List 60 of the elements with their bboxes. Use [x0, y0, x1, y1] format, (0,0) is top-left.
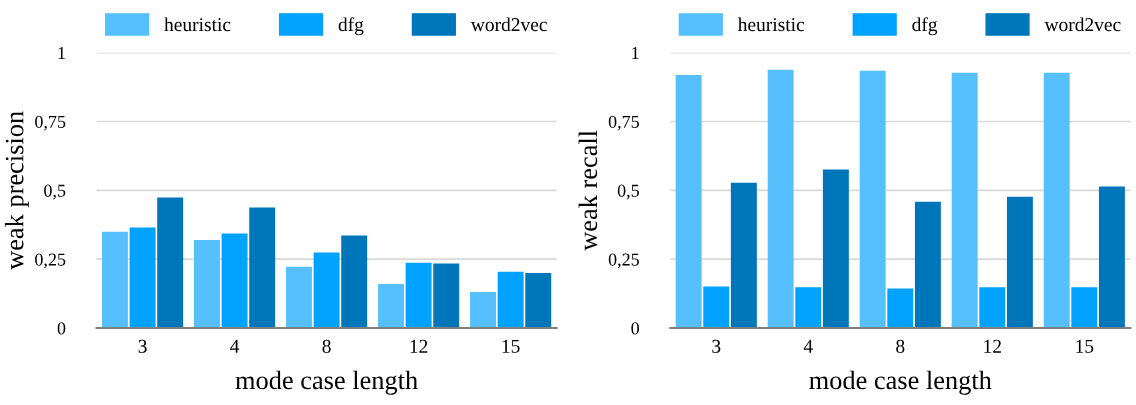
bar: [887, 288, 914, 329]
bar: [129, 227, 156, 329]
bar: [730, 182, 757, 329]
bar: [157, 197, 184, 329]
x-tick-label: 3: [712, 339, 721, 353]
bar: [341, 235, 368, 329]
bar: [101, 231, 128, 329]
legend-label: dfg: [912, 17, 938, 36]
x-axis-title: mode case length: [809, 370, 992, 395]
bar: [1098, 186, 1125, 329]
y-tick-label: 0,25: [608, 253, 639, 269]
legend-label: heuristic: [164, 17, 231, 32]
bar: [497, 271, 524, 329]
bar: [822, 169, 849, 329]
bar: [378, 283, 404, 329]
x-tick-label: 4: [803, 339, 813, 353]
bar: [433, 263, 460, 329]
bar: [979, 287, 1006, 329]
bar: [1006, 196, 1033, 329]
y-tick-label: 0,5: [617, 184, 639, 200]
x-tick-label: 3: [138, 339, 147, 353]
y-tick-label: 0,25: [35, 253, 66, 269]
legend-label: dfg: [338, 17, 364, 36]
bar: [221, 233, 248, 329]
bar: [914, 201, 941, 329]
legend-label: word2vec: [470, 17, 547, 32]
bar: [859, 70, 886, 329]
y-tick-label: 0: [631, 322, 639, 335]
y-tick-label: 1: [632, 46, 639, 59]
bar: [286, 266, 312, 329]
x-axis-title: mode case length: [235, 370, 418, 395]
bar: [951, 72, 978, 329]
bar: [1071, 287, 1098, 329]
bar: [525, 272, 552, 329]
bar: [194, 239, 220, 329]
bar: [767, 69, 794, 329]
bar: [795, 287, 822, 329]
x-tick-label: 8: [896, 339, 905, 353]
x-tick-label: 15: [502, 339, 520, 353]
y-tick-label: 0,75: [608, 115, 639, 131]
bar: [703, 286, 730, 329]
x-tick-label: 12: [984, 339, 1001, 353]
y-tick-label: 0,5: [44, 184, 66, 200]
bar: [249, 207, 276, 329]
x-tick-label: 15: [1076, 339, 1094, 353]
text: heuristic: [737, 17, 805, 32]
y-tick-label: 0: [57, 322, 66, 335]
y-tick-label: 1: [58, 46, 65, 59]
legend-label: word2vec: [1044, 17, 1121, 32]
y-axis-title: weak precision: [4, 111, 29, 270]
y-tick-label: 0,75: [35, 115, 66, 131]
x-tick-label: 4: [230, 339, 240, 353]
bar: [1043, 72, 1070, 329]
bar: [405, 262, 432, 329]
bar: [470, 291, 496, 329]
x-tick-label: 8: [322, 339, 331, 353]
x-tick-label: 12: [410, 339, 428, 353]
bar: [675, 74, 702, 329]
y-axis-title: weak recall: [578, 130, 598, 251]
bar: [313, 252, 340, 329]
